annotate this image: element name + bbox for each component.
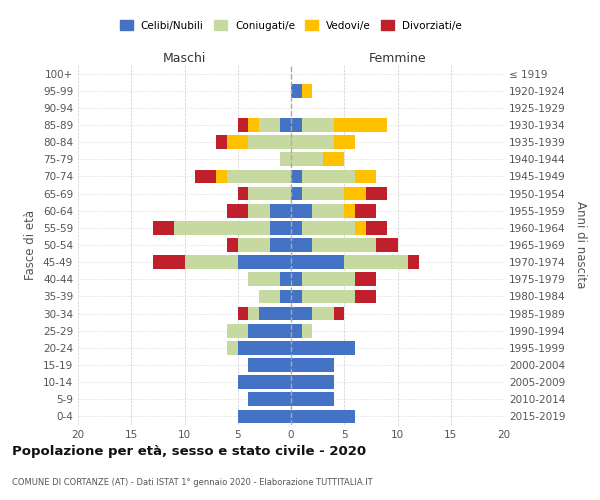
Bar	[152, 221, 174, 234]
Bar	[248, 186, 291, 200]
Bar	[238, 238, 270, 252]
Bar	[280, 290, 291, 304]
Bar	[238, 118, 248, 132]
Bar	[248, 272, 280, 286]
Bar	[238, 186, 248, 200]
Text: COMUNE DI CORTANZE (AT) - Dati ISTAT 1° gennaio 2020 - Elaborazione TUTTITALIA.I: COMUNE DI CORTANZE (AT) - Dati ISTAT 1° …	[12, 478, 373, 487]
Bar	[248, 136, 291, 149]
Bar	[408, 256, 419, 269]
Bar	[291, 290, 302, 304]
Bar	[365, 221, 387, 234]
Bar	[248, 392, 291, 406]
Bar	[302, 186, 344, 200]
Bar	[248, 306, 259, 320]
Bar	[270, 221, 291, 234]
Bar	[227, 324, 248, 338]
Legend: Celibi/Nubili, Coniugati/e, Vedovi/e, Divorziati/e: Celibi/Nubili, Coniugati/e, Vedovi/e, Di…	[116, 16, 466, 35]
Bar	[227, 136, 248, 149]
Bar	[238, 410, 291, 424]
Bar	[227, 204, 248, 218]
Bar	[313, 238, 376, 252]
Bar	[376, 238, 398, 252]
Bar	[259, 306, 291, 320]
Bar	[270, 204, 291, 218]
Bar	[152, 256, 185, 269]
Bar	[302, 290, 355, 304]
Bar	[291, 136, 334, 149]
Bar	[291, 118, 302, 132]
Bar	[227, 170, 291, 183]
Bar	[291, 376, 334, 389]
Bar	[259, 118, 280, 132]
Bar	[302, 272, 355, 286]
Bar	[334, 136, 355, 149]
Bar	[291, 324, 302, 338]
Bar	[280, 272, 291, 286]
Bar	[248, 204, 270, 218]
Bar	[334, 118, 387, 132]
Bar	[291, 341, 355, 354]
Bar	[291, 221, 302, 234]
Bar	[195, 170, 217, 183]
Bar	[248, 324, 291, 338]
Bar	[291, 238, 313, 252]
Bar	[291, 392, 334, 406]
Bar	[355, 221, 365, 234]
Text: Maschi: Maschi	[163, 52, 206, 65]
Bar	[291, 170, 302, 183]
Bar	[355, 170, 376, 183]
Bar	[302, 221, 355, 234]
Bar	[217, 136, 227, 149]
Bar	[344, 186, 365, 200]
Bar	[259, 290, 280, 304]
Bar	[355, 204, 376, 218]
Bar	[280, 152, 291, 166]
Bar	[302, 118, 334, 132]
Bar	[291, 152, 323, 166]
Text: Femmine: Femmine	[368, 52, 427, 65]
Bar	[302, 170, 355, 183]
Bar	[227, 341, 238, 354]
Y-axis label: Anni di nascita: Anni di nascita	[574, 202, 587, 288]
Bar	[291, 204, 313, 218]
Bar	[227, 238, 238, 252]
Bar	[355, 290, 376, 304]
Bar	[302, 324, 312, 338]
Bar	[238, 306, 248, 320]
Bar	[313, 204, 344, 218]
Bar	[217, 170, 227, 183]
Bar	[344, 204, 355, 218]
Bar	[238, 341, 291, 354]
Bar	[291, 84, 302, 98]
Bar	[291, 256, 344, 269]
Bar	[344, 256, 408, 269]
Bar	[291, 306, 313, 320]
Bar	[174, 221, 270, 234]
Bar	[355, 272, 376, 286]
Bar	[291, 186, 302, 200]
Bar	[248, 358, 291, 372]
Y-axis label: Fasce di età: Fasce di età	[25, 210, 37, 280]
Bar	[248, 118, 259, 132]
Bar	[280, 118, 291, 132]
Bar	[238, 256, 291, 269]
Bar	[323, 152, 344, 166]
Bar	[291, 272, 302, 286]
Bar	[291, 410, 355, 424]
Bar	[270, 238, 291, 252]
Text: Popolazione per età, sesso e stato civile - 2020: Popolazione per età, sesso e stato civil…	[12, 445, 366, 458]
Bar	[291, 358, 334, 372]
Bar	[365, 186, 387, 200]
Bar	[334, 306, 344, 320]
Bar	[238, 376, 291, 389]
Bar	[302, 84, 312, 98]
Bar	[185, 256, 238, 269]
Bar	[313, 306, 334, 320]
